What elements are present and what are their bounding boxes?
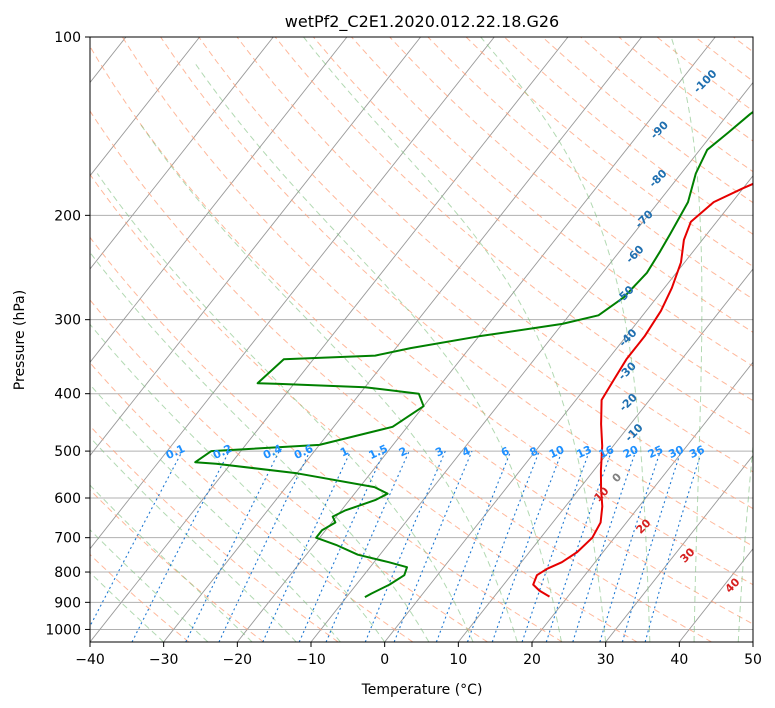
moist-adiabat bbox=[96, 173, 474, 642]
x-axis-title: Temperature (°C) bbox=[361, 682, 483, 698]
moist-adiabat bbox=[90, 251, 430, 642]
isotherm-line bbox=[90, 37, 569, 642]
moist-adiabat bbox=[90, 383, 341, 642]
mixing-ratio-line bbox=[521, 450, 590, 642]
x-tick-label: 20 bbox=[523, 652, 541, 668]
moist-adiabat bbox=[139, 123, 518, 642]
x-tick-label: 10 bbox=[449, 652, 467, 668]
y-tick-label: 200 bbox=[54, 208, 81, 224]
dry-adiabat bbox=[90, 110, 712, 642]
dry-adiabat bbox=[90, 362, 414, 642]
dry-adiabat bbox=[198, 37, 753, 510]
y-tick-label: 500 bbox=[54, 444, 81, 460]
axes: −40 −30 −20 −10 0 10 20 30 40 50 100 200 300 400 500 60… bbox=[45, 30, 762, 668]
isotherm-line bbox=[90, 37, 495, 550]
isotherm-line bbox=[90, 37, 348, 363]
series-layer bbox=[194, 110, 753, 598]
isotherm-line bbox=[457, 268, 753, 642]
mixing-ratio-line bbox=[621, 450, 682, 642]
mixing-ratio-line bbox=[466, 450, 540, 642]
moist-adiabat bbox=[90, 323, 386, 642]
mixing-ratio-line bbox=[185, 450, 280, 642]
y-tick-label: 700 bbox=[54, 531, 81, 547]
x-tick-label: 40 bbox=[670, 652, 688, 668]
isotherm-line bbox=[384, 175, 753, 642]
mixing-ratio-line bbox=[298, 450, 385, 642]
mixing-ratio-label: 13 bbox=[575, 443, 594, 461]
x-tick-label: −30 bbox=[149, 652, 179, 668]
y-tick-label: 600 bbox=[54, 491, 81, 507]
mixing-ratio-line bbox=[90, 450, 183, 628]
isotherm-line bbox=[236, 37, 716, 642]
mixing-ratio-line bbox=[572, 450, 637, 642]
dry-adiabat bbox=[351, 37, 753, 367]
mixing-ratio-line bbox=[545, 450, 613, 642]
y-axis-title: Pressure (hPa) bbox=[12, 290, 28, 390]
y-tick-label: 900 bbox=[54, 595, 81, 611]
x-tick-label: 0 bbox=[380, 652, 389, 668]
mixing-ratio-line bbox=[262, 450, 352, 642]
moist-adiabat bbox=[480, 37, 651, 642]
isotherm-line bbox=[163, 37, 642, 642]
moist-adiabat bbox=[737, 441, 753, 642]
temperature-profile bbox=[532, 182, 753, 598]
mixing-ratio-label: 36 bbox=[687, 443, 707, 461]
mixing-ratio-line bbox=[644, 450, 703, 642]
dry-adiabat bbox=[313, 37, 753, 402]
dry-adiabat bbox=[121, 37, 753, 586]
mixing-ratio-line bbox=[218, 450, 311, 642]
mixing-ratio-line bbox=[491, 450, 563, 642]
y-tick-label: 800 bbox=[54, 565, 81, 581]
moist-adiabat bbox=[90, 484, 253, 642]
dry-adiabat bbox=[90, 173, 638, 642]
x-tick-label: −40 bbox=[75, 652, 105, 668]
mixing-ratio-label: 16 bbox=[597, 443, 617, 461]
isotherm-line bbox=[310, 81, 753, 642]
mixing-ratio-line bbox=[325, 450, 410, 642]
y-tick-label: 100 bbox=[54, 30, 81, 46]
mixing-ratio-label: 20 bbox=[621, 443, 641, 461]
dry-adiabat bbox=[90, 236, 563, 642]
y-tick-label: 400 bbox=[54, 387, 81, 403]
x-tick-label: −20 bbox=[223, 652, 253, 668]
y-tick-label: 1000 bbox=[45, 622, 81, 638]
chart-title: wetPf2_C2E1.2020.012.22.18.G26 bbox=[285, 12, 559, 32]
dry-adiabat bbox=[90, 553, 190, 642]
mixing-ratio-line bbox=[364, 450, 446, 642]
mixing-ratio-label: 30 bbox=[666, 443, 686, 461]
moist-adiabat bbox=[90, 529, 209, 642]
moist-adiabat bbox=[670, 37, 703, 642]
moist-adiabat bbox=[193, 61, 562, 642]
dry-adiabat bbox=[274, 37, 753, 437]
moist-adiabat bbox=[303, 37, 607, 642]
moist-adiabat bbox=[90, 571, 165, 642]
mixing-ratio-line bbox=[599, 450, 661, 642]
mixing-ratio-label: 25 bbox=[646, 443, 665, 461]
dewpoint-profile bbox=[194, 110, 753, 598]
y-tick-label: 300 bbox=[54, 313, 81, 329]
dry-adiabat bbox=[236, 37, 753, 473]
x-tick-label: 50 bbox=[744, 652, 762, 668]
mixing-ratio-line bbox=[435, 450, 512, 642]
dry-adiabat bbox=[90, 45, 753, 625]
grid-layer bbox=[90, 37, 753, 642]
dry-adiabat bbox=[160, 37, 753, 547]
x-tick-label: 30 bbox=[597, 652, 615, 668]
moist-adiabat bbox=[90, 436, 297, 642]
mixing-ratio-line bbox=[131, 450, 230, 642]
isotherm-line bbox=[90, 37, 421, 457]
x-tick-label: −10 bbox=[296, 652, 326, 668]
isotherm-line bbox=[531, 361, 753, 642]
mixing-ratio-label: 10 bbox=[547, 443, 567, 461]
dry-adiabat bbox=[90, 299, 488, 642]
mixing-ratio-line bbox=[393, 450, 473, 642]
plot-frame bbox=[89, 36, 754, 643]
isotherm-line bbox=[605, 454, 753, 642]
isotherm-line bbox=[90, 37, 200, 177]
